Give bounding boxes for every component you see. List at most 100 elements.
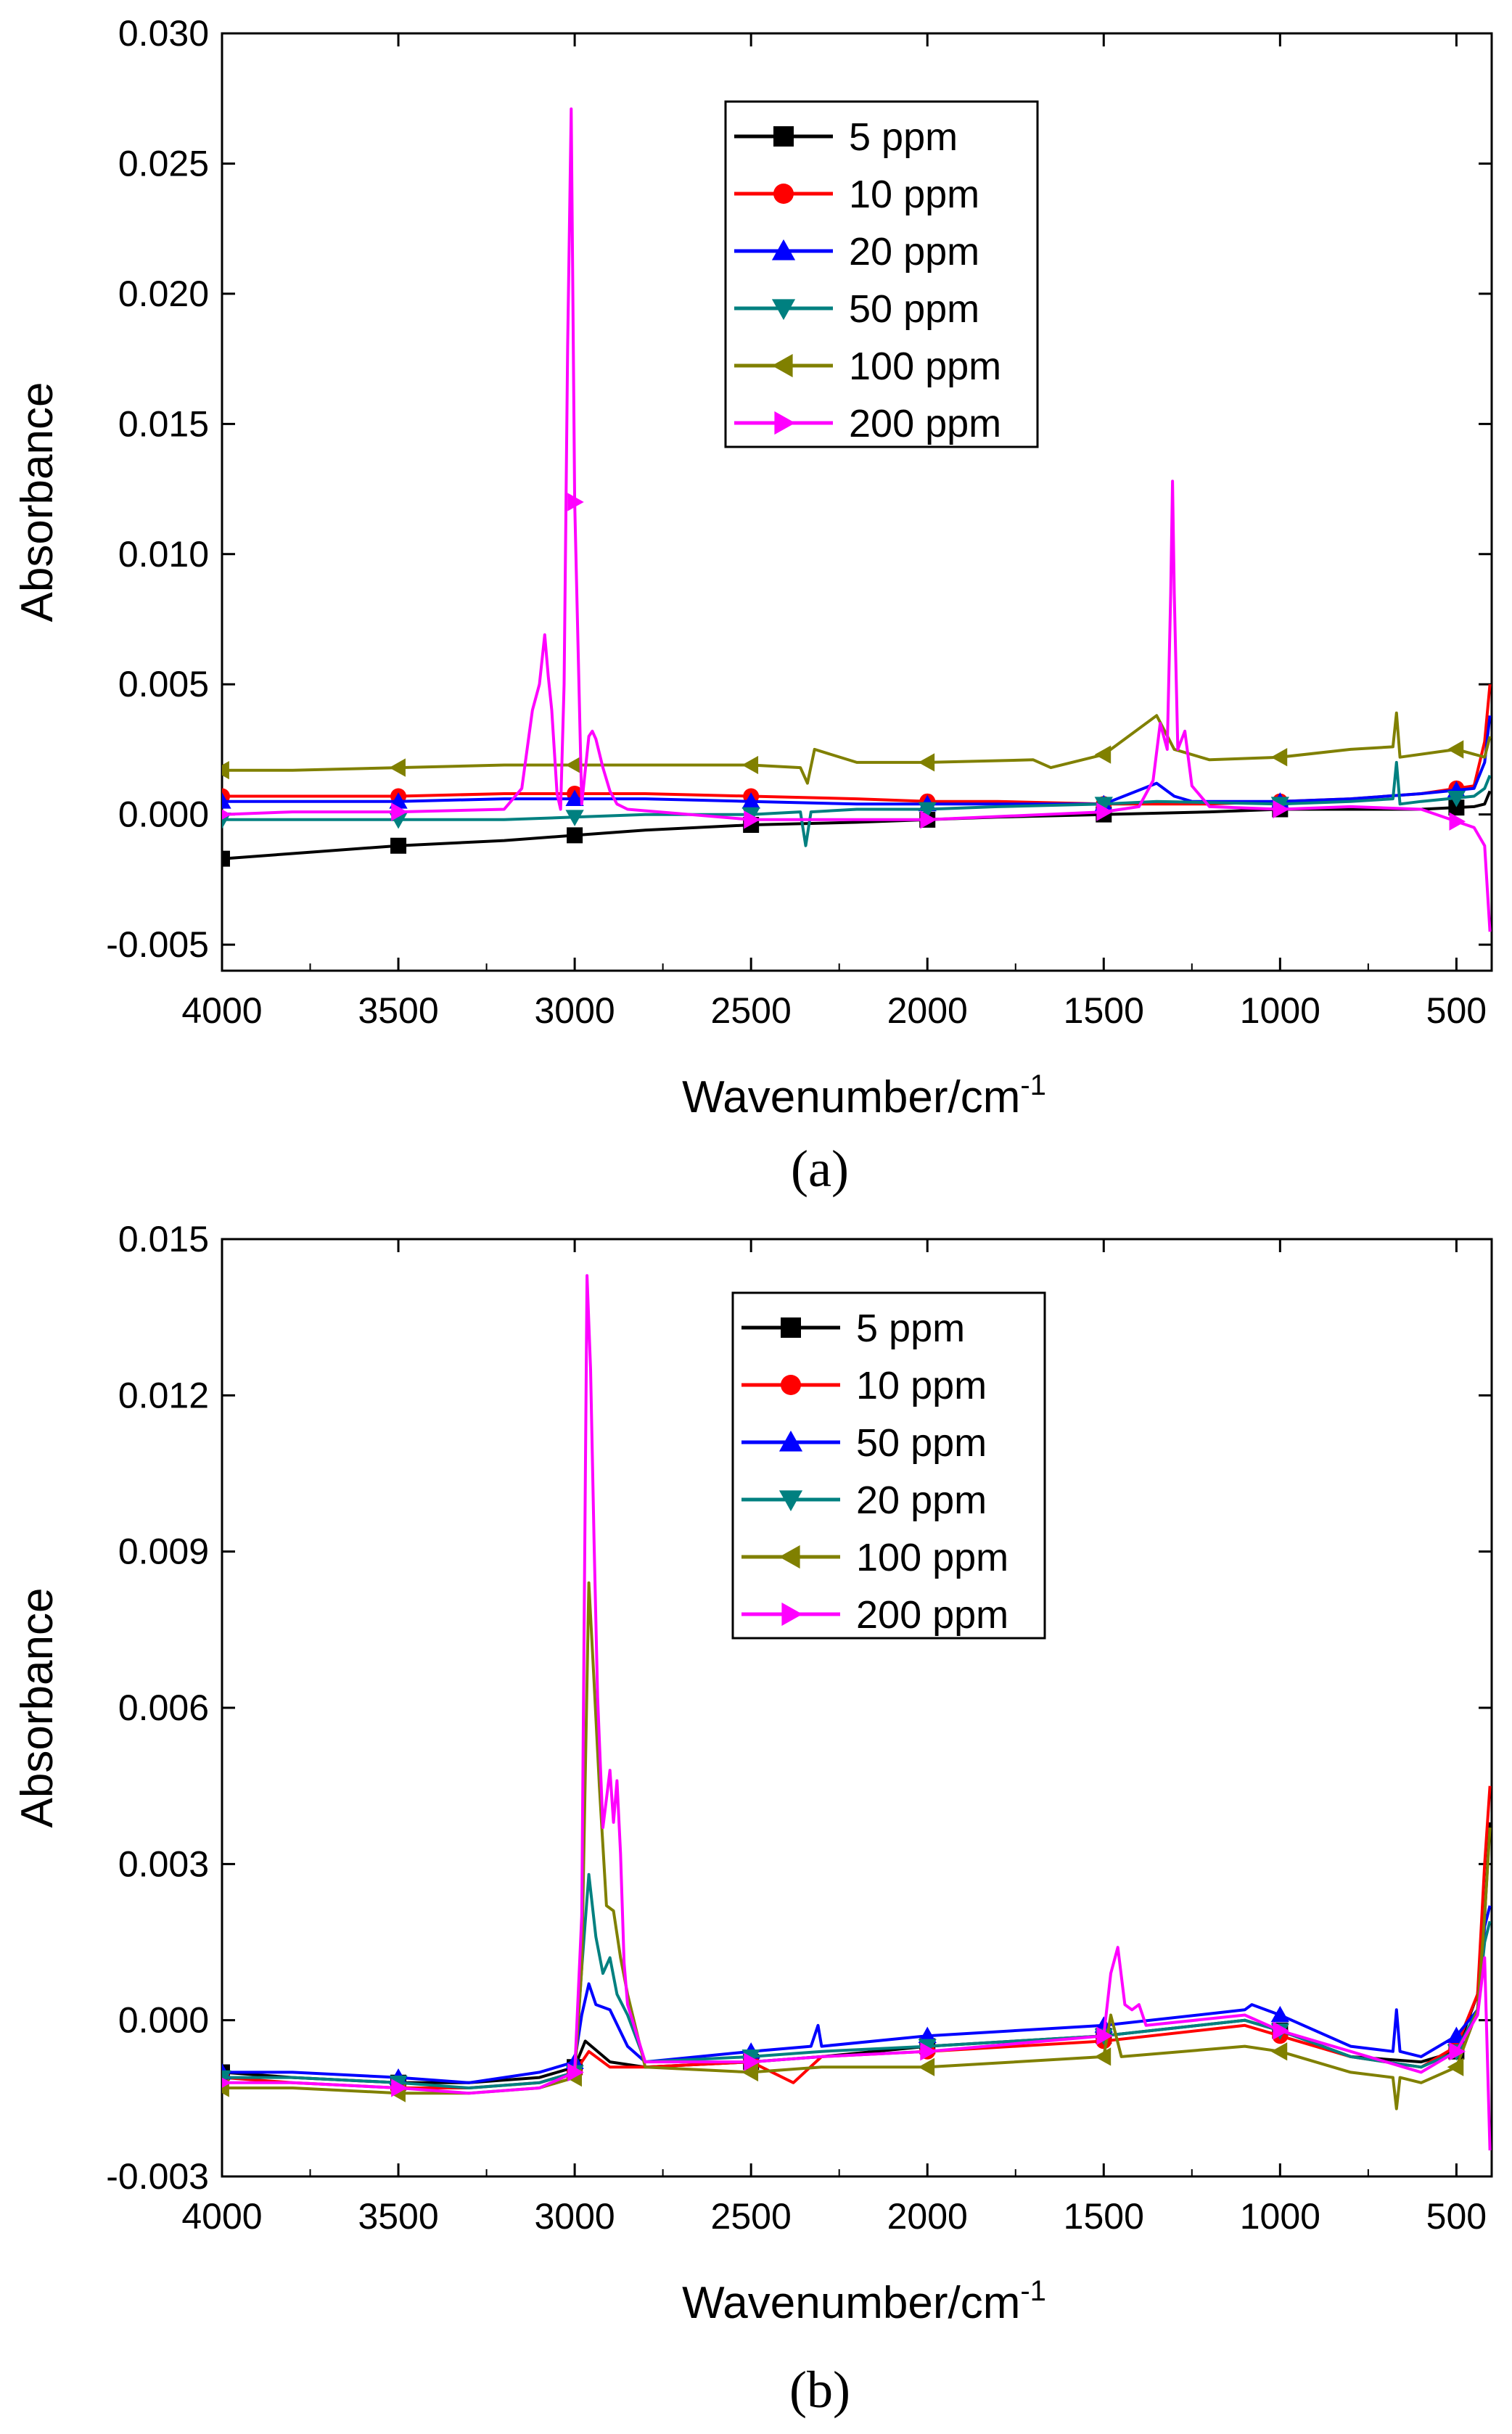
legend: 5 ppm 10 ppm 50 ppm 20 ppm 100 ppm 200 ppm xyxy=(731,1291,1046,1640)
legend-label: 10 ppm xyxy=(849,173,979,216)
series-marker xyxy=(1273,799,1289,819)
chart-panel-a: 4000 3500 3000 2500 2000 1500 1000 500 -0.005 0.0… xyxy=(12,13,1493,1122)
x-tick-label: 4000 xyxy=(181,990,262,1031)
x-tick-label: 1000 xyxy=(1240,2196,1320,2237)
y-tick-label: -0.005 xyxy=(106,924,209,965)
series-line xyxy=(222,760,1492,847)
x-tick-label: 2000 xyxy=(887,990,968,1031)
series-marker xyxy=(918,2026,937,2044)
series-marker xyxy=(1270,2005,1289,2023)
series-marker xyxy=(391,802,408,821)
legend-label: 20 ppm xyxy=(856,1479,987,1522)
x-tick-label: 3000 xyxy=(534,2196,615,2237)
legend-box xyxy=(724,100,1039,448)
x-axis-label: Wavenumber/cm-1 xyxy=(682,1069,1046,1122)
series-marker xyxy=(1449,2042,1466,2061)
legend-box xyxy=(731,1291,1046,1640)
x-axis-label: Wavenumber/cm-1 xyxy=(682,2275,1046,2328)
legend-marker xyxy=(773,184,794,204)
y-tick-label: 0.010 xyxy=(118,534,209,575)
series-marker xyxy=(741,2063,759,2082)
y-tick-label: 0.000 xyxy=(118,794,209,835)
legend-marker xyxy=(771,239,796,260)
legend-marker xyxy=(781,1602,803,1627)
series-marker xyxy=(222,761,229,780)
y-tick-label: 0.025 xyxy=(118,143,209,184)
y-tick-label: 0.015 xyxy=(118,1219,209,1259)
series-marker xyxy=(1449,812,1466,831)
x-tick-label: 3500 xyxy=(358,2196,438,2237)
legend-marker xyxy=(778,1430,803,1452)
legend-marker xyxy=(774,411,796,435)
series-marker xyxy=(1448,799,1465,816)
series-marker xyxy=(1273,2021,1289,2040)
y-tick-label: 0.006 xyxy=(118,1687,209,1728)
y-tick-label: 0.009 xyxy=(118,1531,209,1572)
legend-label: 50 ppm xyxy=(849,287,979,331)
series-200-ppm xyxy=(222,107,1492,932)
series-marker xyxy=(565,810,584,826)
legend-marker xyxy=(778,1490,803,1512)
x-axis-label-superscript: -1 xyxy=(1020,2275,1046,2307)
series-marker xyxy=(1094,797,1113,813)
plot-frame xyxy=(221,32,1493,972)
series-line xyxy=(222,107,1492,932)
legend-marker xyxy=(771,353,793,378)
series-marker xyxy=(744,810,760,829)
series-marker xyxy=(222,809,231,820)
series-marker xyxy=(1447,2057,1464,2076)
series-marker xyxy=(741,792,760,809)
series-marker xyxy=(741,755,759,775)
x-tick-label: 3500 xyxy=(358,990,438,1031)
series-marker xyxy=(1094,745,1112,764)
caption-a: (a) xyxy=(791,1140,849,1198)
y-tick-label: 0.005 xyxy=(118,664,209,704)
y-tick-label: 0.003 xyxy=(118,1843,209,1884)
y-tick-label: 0.015 xyxy=(118,403,209,444)
series-marker xyxy=(391,2079,408,2097)
series-marker xyxy=(567,493,584,511)
legend-label: 5 ppm xyxy=(856,1307,965,1350)
legend-label: 100 ppm xyxy=(856,1536,1008,1579)
legend-label: 50 ppm xyxy=(856,1421,987,1465)
y-tick-label: 0.012 xyxy=(118,1375,209,1415)
legend-label: 20 ppm xyxy=(849,230,979,274)
y-axis-label: Absorbance xyxy=(12,1588,62,1828)
x-tick-label: 500 xyxy=(1426,990,1487,1031)
y-tick-label: 0.000 xyxy=(118,2000,209,2041)
legend-label: 5 ppm xyxy=(849,115,958,159)
y-tick-label: 0.030 xyxy=(118,13,209,54)
series-marker xyxy=(744,2052,760,2071)
legend-label: 100 ppm xyxy=(849,345,1001,388)
series-marker xyxy=(918,802,937,819)
y-tick-label: 0.020 xyxy=(118,274,209,314)
legend-label: 200 ppm xyxy=(849,402,1001,445)
series-marker xyxy=(920,810,937,829)
series-marker xyxy=(1270,2042,1288,2061)
series-line xyxy=(222,1872,1492,2089)
chart-panel-b: 4000 3500 3000 2500 2000 1500 1000 500 -0.003 0.0… xyxy=(12,1219,1493,2328)
series-marker xyxy=(1094,2047,1112,2066)
series-marker xyxy=(567,2063,584,2082)
legend-label: 200 ppm xyxy=(856,1593,1008,1637)
legend-marker xyxy=(781,1317,801,1338)
y-axis-label: Absorbance xyxy=(12,382,62,622)
legend-marker xyxy=(778,1545,800,1569)
y-tick-label: -0.003 xyxy=(106,2156,209,2197)
series-marker xyxy=(1270,748,1288,767)
legend-marker xyxy=(771,299,796,321)
series-marker xyxy=(222,792,231,809)
series-marker xyxy=(920,2042,937,2061)
x-tick-label: 3000 xyxy=(534,990,615,1031)
x-tick-label: 500 xyxy=(1426,2196,1487,2237)
x-tick-label: 4000 xyxy=(181,2196,262,2237)
series-marker xyxy=(565,789,584,807)
legend-label: 10 ppm xyxy=(856,1364,987,1407)
series-marker xyxy=(222,850,230,867)
series-marker xyxy=(918,2057,935,2076)
x-tick-label: 1000 xyxy=(1240,990,1320,1031)
series-200-ppm xyxy=(222,1274,1492,2151)
x-axis-label-superscript: -1 xyxy=(1020,1069,1046,1101)
series-marker xyxy=(918,753,935,772)
